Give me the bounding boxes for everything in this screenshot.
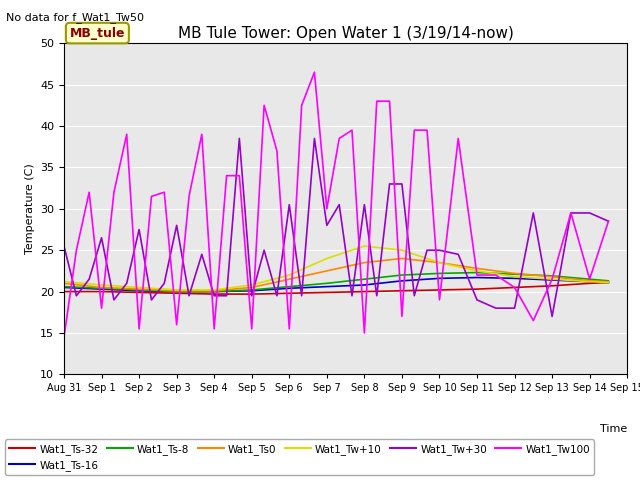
Text: Time: Time [600,424,627,434]
Text: MB_tule: MB_tule [70,26,125,39]
Text: No data for f_Wat1_Tw50: No data for f_Wat1_Tw50 [6,12,145,23]
Title: MB Tule Tower: Open Water 1 (3/19/14-now): MB Tule Tower: Open Water 1 (3/19/14-now… [178,25,513,41]
Legend: Wat1_Ts-32, Wat1_Ts-16, Wat1_Ts-8, Wat1_Ts0, Wat1_Tw+10, Wat1_Tw+30, Wat1_Tw100: Wat1_Ts-32, Wat1_Ts-16, Wat1_Ts-8, Wat1_… [5,439,595,475]
Y-axis label: Temperature (C): Temperature (C) [24,163,35,254]
